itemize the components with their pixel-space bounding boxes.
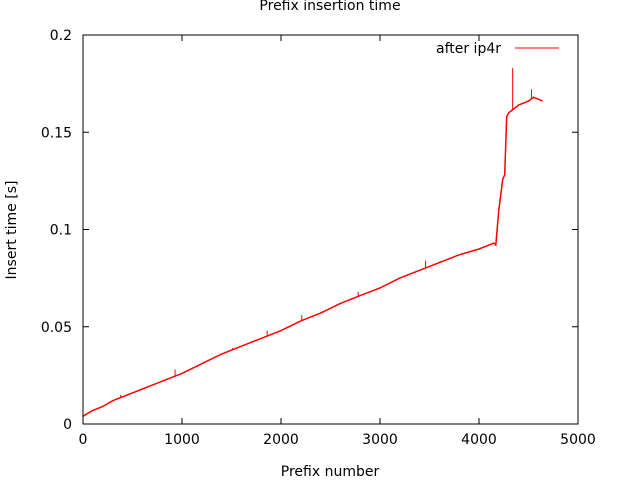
chart-title: Prefix insertion time — [259, 0, 400, 14]
y-tick-label: 0.15 — [41, 125, 72, 141]
y-tick-label: 0.1 — [50, 223, 72, 239]
x-tick-label: 4000 — [461, 432, 497, 448]
x-tick-label: 2000 — [263, 432, 299, 448]
x-tick-label: 0 — [79, 432, 88, 448]
axis-ticks: 0 1000 2000 3000 4000 5000 0 0.05 0.1 0.15 0.2 — [41, 28, 596, 448]
x-tick-label: 1000 — [164, 432, 200, 448]
x-axis-label: Prefix number — [281, 464, 380, 480]
y-tick-label: 0.05 — [41, 320, 72, 336]
legend: after ip4r — [436, 41, 559, 57]
legend-label: after ip4r — [436, 41, 501, 57]
y-tick-label: 0.2 — [50, 28, 72, 44]
y-axis-label: Insert time [s] — [4, 181, 20, 280]
x-tick-label: 5000 — [560, 432, 596, 448]
plot-frame — [82, 34, 579, 425]
plot-series — [82, 68, 543, 417]
y-tick-label: 0 — [63, 417, 72, 433]
series-line — [82, 96, 543, 417]
x-tick-label: 3000 — [362, 432, 398, 448]
